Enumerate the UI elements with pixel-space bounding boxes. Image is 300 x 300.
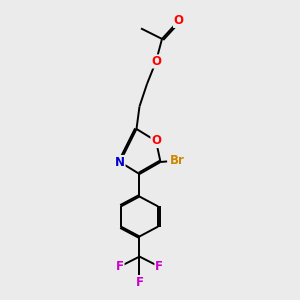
- Text: O: O: [151, 134, 161, 148]
- Text: F: F: [136, 276, 143, 289]
- Text: F: F: [116, 260, 124, 273]
- Text: O: O: [151, 55, 161, 68]
- Text: N: N: [115, 155, 125, 169]
- Text: Br: Br: [169, 154, 184, 167]
- Text: F: F: [155, 260, 163, 273]
- Text: O: O: [173, 14, 184, 27]
